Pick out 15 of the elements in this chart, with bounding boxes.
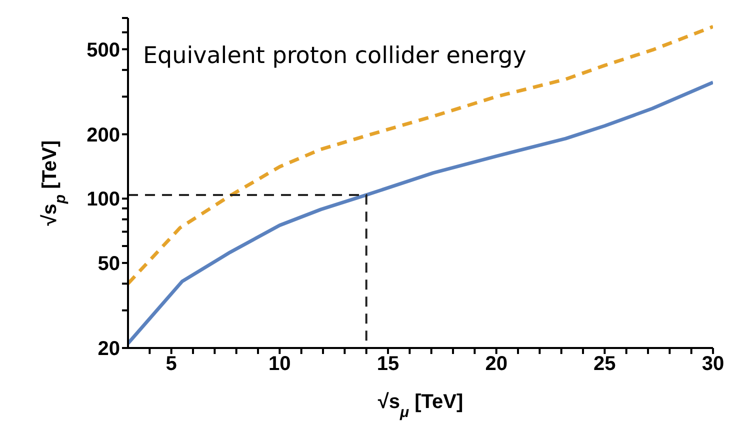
x-axis-title: √s$_{μ}$ [TeV]: [378, 391, 464, 420]
text: Equivalent proton collider energy: [143, 43, 526, 69]
y-tick-label: 50: [98, 253, 120, 276]
y-tick-label: 200: [86, 124, 120, 146]
x-tick-label: 10: [268, 353, 291, 376]
x-tick-label: 15: [376, 353, 400, 376]
y-tick-label: 20: [98, 338, 120, 360]
line-series: [128, 80, 713, 346]
y-tick-label: 500: [86, 39, 120, 62]
line-series: [128, 24, 713, 286]
x-tick-label: 30: [702, 353, 724, 376]
y-tick-label: 100: [86, 188, 120, 211]
x-tick-label: 25: [594, 353, 616, 376]
x-tick-label: 20: [485, 353, 508, 376]
x-tick-label: 5: [166, 353, 177, 376]
